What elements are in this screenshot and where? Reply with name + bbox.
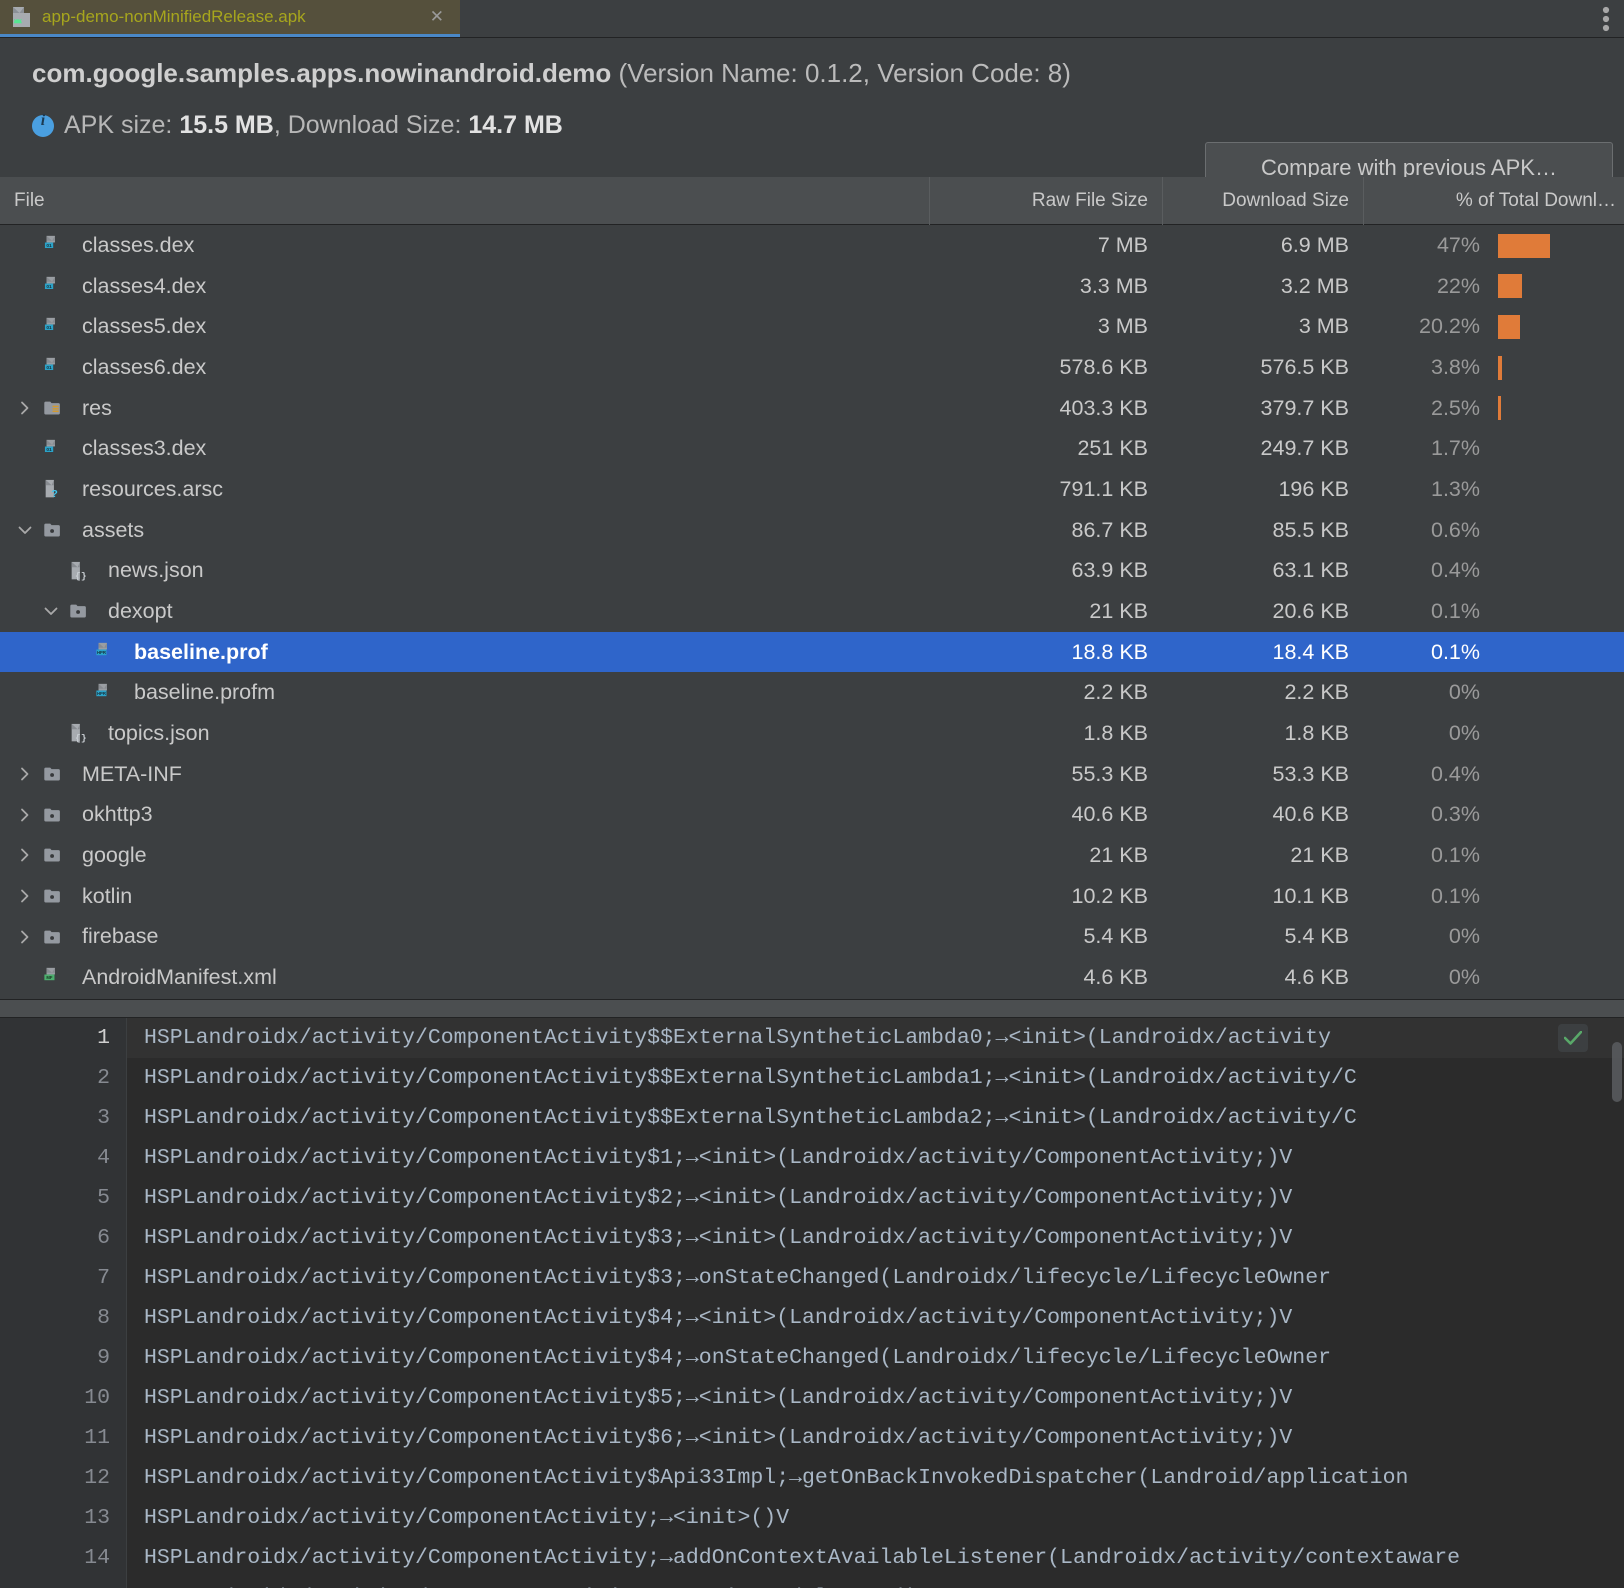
svg-text:?: ?: [51, 488, 57, 500]
svg-text:{}: {}: [75, 733, 87, 744]
svg-text:{}: {}: [75, 570, 87, 581]
svg-text:01: 01: [46, 325, 52, 331]
svg-text:01: 01: [46, 243, 52, 249]
svg-text:MF: MF: [46, 976, 53, 981]
svg-text:01: 01: [46, 284, 52, 290]
svg-text:HPR: HPR: [97, 691, 106, 696]
svg-text:HPR: HPR: [97, 650, 106, 655]
svg-text:01: 01: [46, 365, 52, 371]
svg-text:01: 01: [46, 447, 52, 453]
